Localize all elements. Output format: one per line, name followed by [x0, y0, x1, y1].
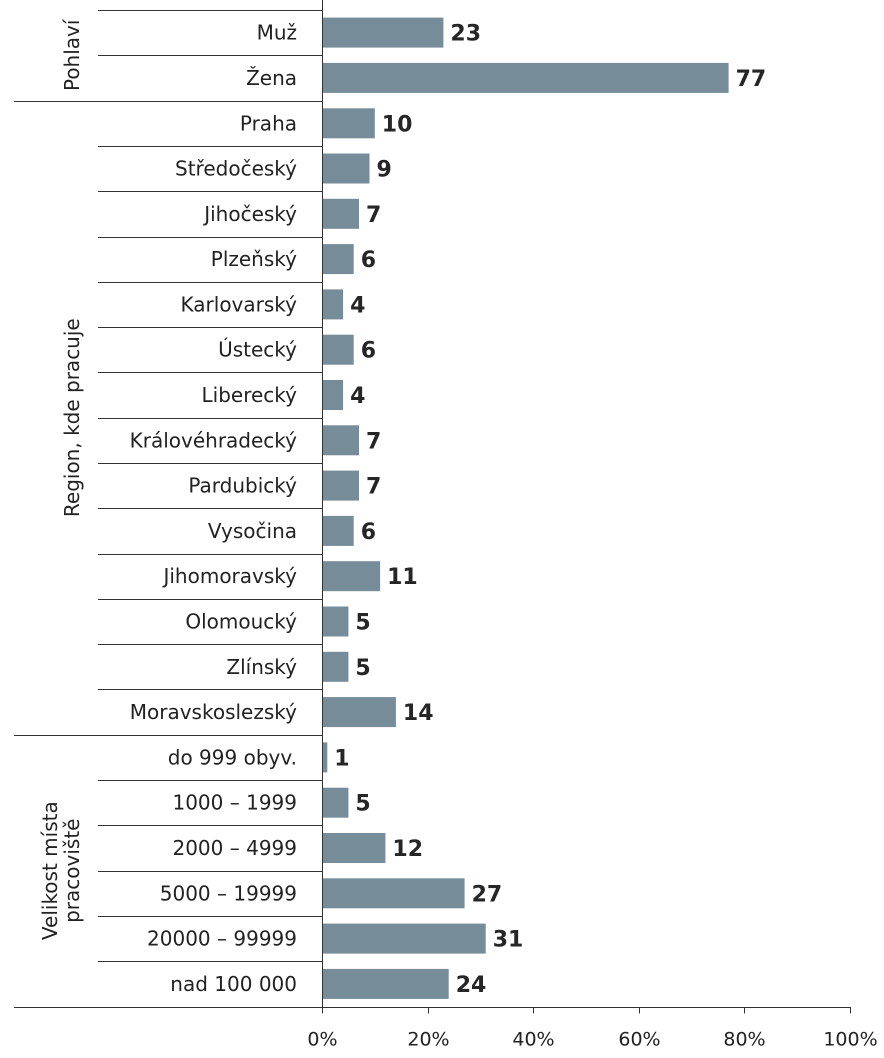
- bar: [322, 742, 328, 773]
- bars: [322, 17, 729, 999]
- group-labels: Pohlaví Region, kde pracuje Velikost místa…: [38, 18, 84, 940]
- bar: [322, 425, 359, 456]
- x-axis: 0% 20% 40% 60% 80% 100%: [14, 0, 878, 1051]
- value-label: 12: [392, 837, 423, 862]
- value-label: 31: [493, 928, 524, 953]
- value-label: 23: [450, 22, 481, 47]
- group-label-line: Velikost místa: [38, 801, 62, 940]
- value-label: 1: [334, 746, 349, 771]
- group-label-line: Region, kde pracuje: [60, 318, 84, 517]
- category-label: nad 100 000: [170, 972, 297, 996]
- value-label: 4: [350, 293, 365, 318]
- value-label: 6: [361, 339, 376, 364]
- bar: [322, 878, 465, 909]
- bar: [322, 334, 354, 365]
- category-label: Pardubický: [188, 474, 297, 498]
- category-label: 1000 – 1999: [172, 791, 297, 815]
- value-label: 6: [361, 248, 376, 273]
- value-label: 7: [366, 203, 381, 228]
- category-label: Vysočina: [208, 519, 297, 543]
- category-label: Zlínský: [226, 655, 297, 679]
- value-label: 27: [472, 882, 503, 907]
- category-labels: Muž Žena Praha Středočeský Jihočeský Plzeňský…: [130, 21, 298, 996]
- row-separators: [14, 55, 322, 962]
- x-tick-label: 60%: [618, 1029, 660, 1051]
- x-tick-label: 20%: [407, 1029, 449, 1051]
- category-label: Liberecký: [202, 383, 298, 407]
- group-label: Velikost místapracoviště: [38, 801, 84, 940]
- value-label: 7: [366, 429, 381, 454]
- bar: [322, 697, 396, 728]
- x-tick-label: 40%: [512, 1029, 554, 1051]
- x-tick-label: 0%: [307, 1029, 337, 1051]
- x-tick-label: 80%: [723, 1029, 765, 1051]
- bar: [322, 606, 349, 637]
- bar: [322, 923, 486, 954]
- group-label: Region, kde pracuje: [60, 318, 84, 517]
- bar: [322, 833, 386, 863]
- value-label: 5: [355, 656, 370, 681]
- category-label: Moravskoslezský: [130, 700, 297, 724]
- bar: [322, 380, 344, 410]
- group-label-line: Pohlaví: [60, 18, 84, 91]
- bar: [322, 17, 444, 48]
- category-label: Žena: [246, 66, 297, 90]
- category-label: Muž: [257, 21, 297, 45]
- group-label-line: pracoviště: [60, 819, 84, 923]
- category-label: 2000 – 4999: [172, 836, 297, 860]
- value-label: 6: [361, 520, 376, 545]
- category-label: Královéhradecký: [130, 428, 298, 452]
- value-label: 9: [377, 158, 392, 183]
- value-label: 7: [366, 475, 381, 500]
- value-label: 4: [350, 384, 365, 409]
- bar: [322, 108, 375, 139]
- bar: [322, 787, 349, 818]
- bar: [322, 153, 370, 184]
- bar: [322, 198, 359, 229]
- value-label: 11: [387, 565, 418, 590]
- category-label: Praha: [240, 111, 297, 135]
- value-label: 10: [382, 112, 413, 137]
- value-label: 5: [355, 792, 370, 817]
- x-tick-label: 100%: [823, 1029, 877, 1051]
- bar: [322, 515, 354, 546]
- category-label: Středočeský: [175, 157, 297, 181]
- category-label: 20000 – 99999: [147, 927, 297, 951]
- category-label: 5000 – 19999: [160, 881, 297, 905]
- category-label: Olomoucký: [185, 610, 297, 634]
- value-label: 24: [456, 973, 487, 998]
- bar: [322, 62, 729, 93]
- value-label: 5: [355, 611, 370, 636]
- bar: [322, 651, 349, 682]
- group-label: Pohlaví: [60, 18, 84, 91]
- category-label: Plzeňský: [211, 247, 297, 271]
- value-label: 14: [403, 701, 434, 726]
- category-label: Karlovarský: [181, 292, 298, 316]
- bar: [322, 244, 354, 275]
- category-label: do 999 obyv.: [168, 745, 297, 769]
- bar: [322, 289, 344, 320]
- bar: [322, 968, 449, 999]
- value-label: 77: [736, 67, 767, 92]
- category-label: Ústecký: [218, 338, 297, 362]
- category-label: Jihomoravský: [161, 564, 297, 588]
- bar: [322, 470, 359, 501]
- category-label: Jihočeský: [202, 202, 297, 226]
- bar: [322, 561, 381, 592]
